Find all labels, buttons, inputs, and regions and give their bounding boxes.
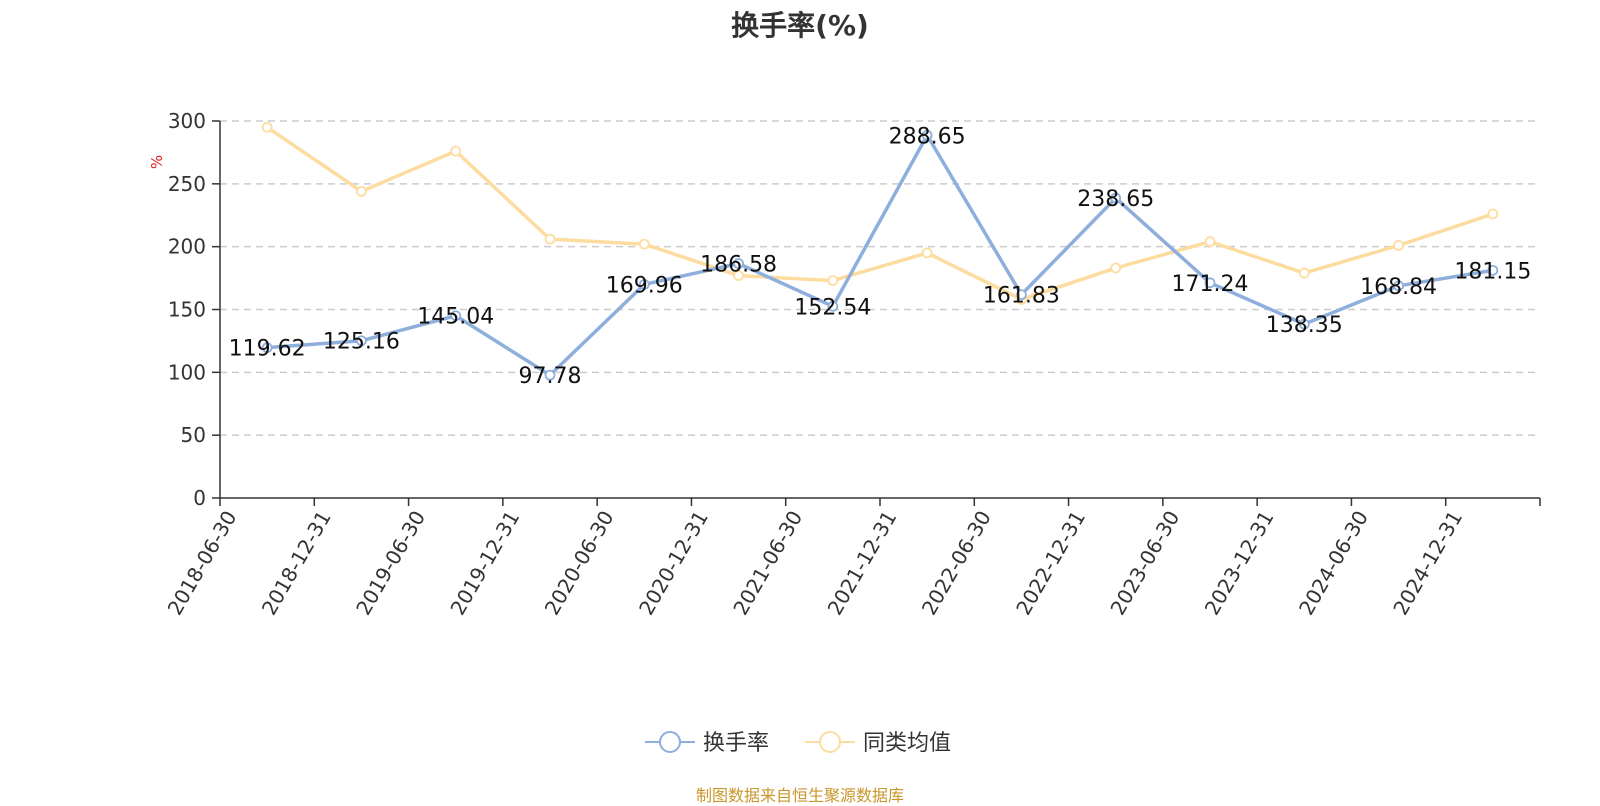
series-1-point	[1487, 208, 1499, 220]
data-label: 169.96	[606, 273, 683, 298]
y-tick-label: 150	[168, 298, 206, 322]
series-1-point	[544, 233, 556, 245]
series-0-point	[1487, 264, 1499, 276]
data-labels: 119.62 125.16 145.04 97.78 169.96 186.58 152.5…	[229, 124, 1532, 389]
x-tick-label: 2023-06-30	[1105, 507, 1184, 620]
series-0-point	[1110, 192, 1122, 204]
data-label: 145.04	[417, 305, 494, 330]
y-axis-label: %	[148, 155, 166, 169]
y-tick-label: 100	[168, 360, 206, 384]
series-1-point	[1204, 236, 1216, 248]
legend-item[interactable]: 换手率	[645, 731, 769, 756]
x-tick-label: 2022-06-30	[917, 507, 996, 620]
x-tick-label: 2022-12-31	[1011, 507, 1090, 620]
series-0-point	[1016, 289, 1027, 301]
series-1-point	[450, 145, 462, 157]
series-1-point	[356, 185, 367, 197]
x-tick-label: 2023-12-31	[1200, 507, 1279, 620]
source-note: 制图数据来自恒生聚源数据库	[695, 786, 904, 805]
series-0-point	[638, 279, 650, 290]
y-tick-label: 250	[168, 172, 206, 196]
data-label: 171.24	[1172, 272, 1249, 297]
series-0-point	[261, 342, 273, 354]
legend-label: 换手率	[703, 731, 769, 756]
data-label: 168.84	[1360, 275, 1437, 300]
x-tick-label: 2020-06-30	[540, 507, 619, 620]
data-label: 125.16	[323, 330, 400, 355]
data-label: 119.62	[229, 337, 306, 362]
series-lines	[261, 121, 1499, 381]
gridlines	[220, 120, 1540, 436]
y-tick-label: 300	[168, 109, 206, 133]
x-tick-label: 2018-06-30	[163, 507, 242, 620]
legend[interactable]: 换手率 同类均值	[645, 731, 951, 756]
series-1-point	[1298, 267, 1310, 279]
data-label: 161.83	[983, 284, 1060, 309]
data-label: 186.58	[700, 253, 777, 278]
x-tick-label: 2021-06-30	[728, 507, 807, 620]
data-label: 181.15	[1454, 259, 1531, 284]
data-label: 97.78	[519, 364, 582, 389]
data-label: 152.54	[794, 295, 871, 320]
legend-marker-icon	[659, 731, 681, 753]
x-tick-label: 2024-12-31	[1388, 507, 1467, 620]
y-tick-label: 50	[181, 423, 206, 447]
series-1-point	[827, 275, 839, 286]
series-0-point	[1204, 277, 1216, 289]
series-0-point	[544, 369, 556, 381]
series-0-point	[1298, 318, 1310, 330]
chart-title: 换手率(%)	[731, 9, 869, 42]
legend-item[interactable]: 同类均值	[805, 731, 951, 756]
data-label: 288.65	[889, 124, 966, 149]
x-tick-label: 2019-12-31	[445, 507, 524, 620]
y-tick-label: 0	[193, 486, 206, 510]
series-line-1	[266, 125, 1494, 302]
series-1-point	[1110, 262, 1122, 274]
series-0-point	[356, 335, 367, 347]
y-tick-label: 200	[168, 235, 206, 259]
series-0-point	[1393, 280, 1404, 292]
series-0-point	[921, 129, 933, 141]
series-1-point	[261, 121, 273, 133]
series-0-point	[450, 310, 462, 322]
x-tick-label: 2018-12-31	[257, 507, 336, 620]
series-1-point	[921, 247, 933, 259]
x-tick-label: 2021-12-31	[823, 507, 902, 620]
series-1-point	[1393, 240, 1404, 251]
x-tick-label: 2024-06-30	[1294, 507, 1373, 620]
x-tick-label: 2019-06-30	[351, 507, 430, 620]
series-1-point	[733, 270, 744, 281]
series-0-point	[827, 300, 839, 312]
legend-marker-icon	[819, 731, 841, 753]
series-0-point	[733, 258, 744, 269]
series-1-point	[638, 238, 650, 250]
legend-label: 同类均值	[863, 731, 951, 756]
x-tick-label: 2020-12-31	[634, 507, 713, 620]
data-label: 138.35	[1266, 313, 1343, 338]
series-line-0	[267, 133, 1494, 377]
data-label: 238.65	[1077, 187, 1154, 212]
